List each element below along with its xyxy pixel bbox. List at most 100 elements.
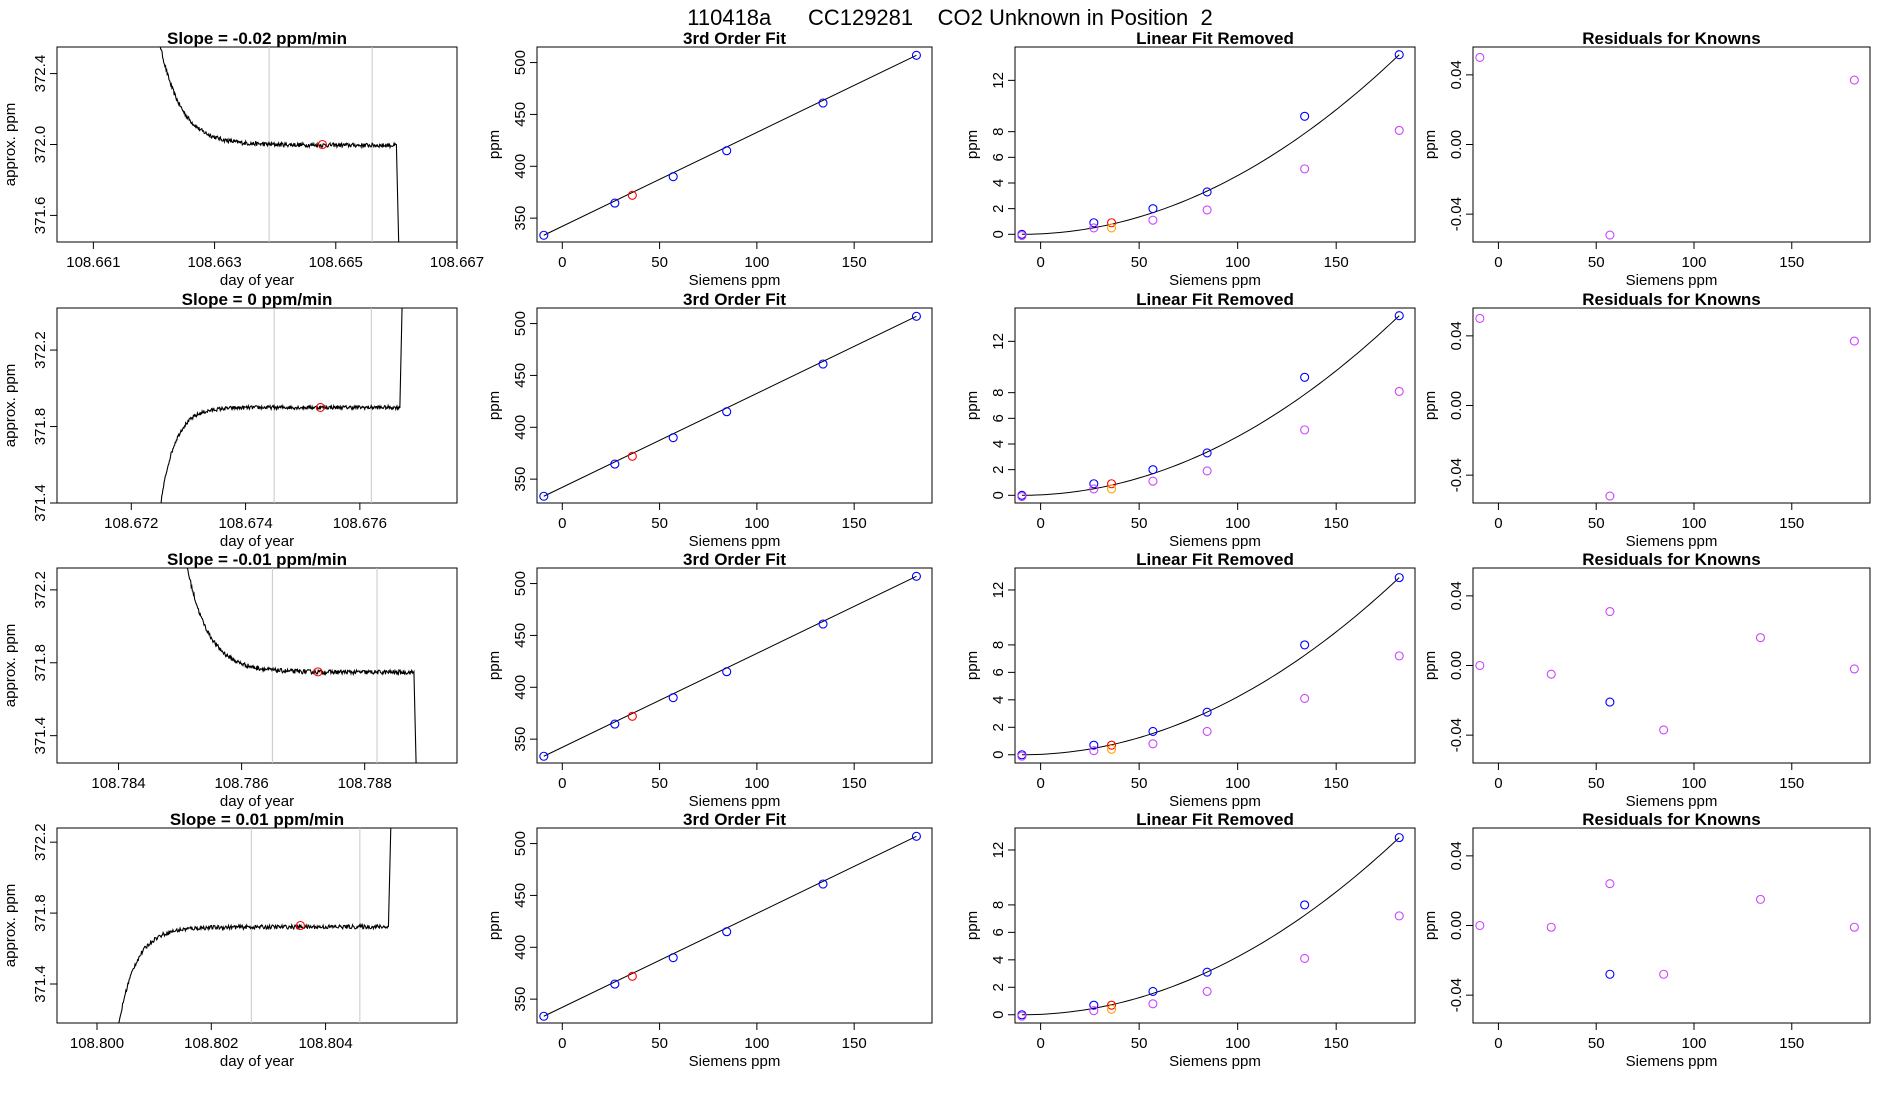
data-point [722, 407, 732, 417]
data-point [1394, 311, 1404, 321]
panel-title: Slope = 0 ppm/min [182, 290, 333, 309]
y-tick-label: 12 [990, 333, 1007, 350]
plot-frame [56, 567, 458, 764]
y-axis-title: approx. ppm [2, 884, 19, 967]
x-tick-label: 108.786 [214, 775, 268, 792]
panel-r1-c3: Linear Fit Removed 0 50 100 150 0 2 4 6 8 12 Siemen… [964, 29, 1416, 289]
data-point [1202, 707, 1212, 717]
y-tick-label: 8 [990, 388, 1007, 396]
y-tick-label: 350 [512, 206, 529, 231]
data-point [1849, 336, 1859, 346]
x-tick-label: 108.661 [66, 254, 120, 271]
y-tick-label: 350 [512, 727, 529, 752]
fit-line [543, 315, 917, 497]
plot-area [1017, 573, 1404, 761]
data-point [1202, 726, 1212, 736]
panel-r2-c1: Slope = 0 ppm/min 108.672 108.674 108.676 37… [2, 290, 458, 550]
x-tick-label: 150 [1779, 515, 1804, 532]
y-tick-label: 6 [990, 414, 1007, 422]
plot-frame [1014, 567, 1416, 764]
y-axis-title: approx. ppm [2, 364, 19, 447]
data-point [818, 879, 828, 889]
y-tick-label: 0 [990, 751, 1007, 759]
x-tick-label: 50 [1131, 515, 1148, 532]
unknown-sample-marker [295, 920, 305, 931]
x-tick-label: 0 [558, 775, 566, 792]
ppm-trace-line [186, 568, 417, 763]
data-point [722, 927, 732, 937]
panel-title: Linear Fit Removed [1136, 810, 1294, 829]
data-point [1300, 640, 1310, 650]
data-point [1475, 660, 1485, 671]
x-tick-label: 100 [1225, 515, 1250, 532]
data-point [610, 719, 620, 729]
panel-r4-c2: 3rd Order Fit 0 50 100 150 350 400 450 500 Siemen… [486, 810, 933, 1070]
y-tick-label: 371.8 [32, 644, 49, 682]
plot-frame [1472, 827, 1871, 1024]
panel-r2-c2: 3rd Order Fit 0 50 100 150 350 400 450 500 Siemen… [486, 290, 933, 550]
x-tick-label: 108.663 [187, 254, 241, 271]
y-tick-label: 12 [990, 582, 1007, 599]
y-tick-label: 6 [990, 928, 1007, 936]
data-point [1107, 479, 1117, 489]
fit-line [543, 575, 917, 757]
y-tick-label: 8 [990, 641, 1007, 649]
x-axis-title: Siemens ppm [1169, 793, 1261, 810]
data-point [722, 146, 732, 156]
x-axis-title: Siemens ppm [1626, 533, 1718, 550]
y-tick-label: 6 [990, 668, 1007, 676]
x-tick-label: 50 [651, 1035, 668, 1052]
data-point [1202, 986, 1212, 996]
plot-area [160, 308, 403, 503]
x-tick-label: 50 [651, 775, 668, 792]
plot-frame [536, 827, 933, 1024]
panel-title: Slope = -0.02 ppm/min [167, 29, 347, 48]
x-axis-title: Siemens ppm [1169, 272, 1261, 289]
data-point [1017, 492, 1027, 502]
y-tick-label: 450 [512, 883, 529, 908]
data-point [818, 98, 828, 108]
y-tick-label: 371.4 [32, 965, 49, 1003]
plot-frame [56, 827, 458, 1024]
x-axis-title: Siemens ppm [689, 533, 781, 550]
x-tick-label: 50 [1588, 254, 1605, 271]
y-tick-label: 2 [990, 204, 1007, 212]
x-axis-title: Siemens ppm [689, 793, 781, 810]
x-tick-label: 0 [1494, 1035, 1502, 1052]
panel-title: 3rd Order Fit [683, 550, 786, 569]
plot-area [539, 311, 921, 501]
data-point [1546, 922, 1556, 932]
y-tick-label: 350 [512, 987, 529, 1012]
data-point [1017, 231, 1027, 241]
y-tick-label: 4 [990, 696, 1007, 704]
y-tick-label: 4 [990, 956, 1007, 964]
x-tick-label: 108.788 [338, 775, 392, 792]
x-tick-label: 108.665 [309, 254, 363, 271]
y-tick-label: 371.4 [32, 484, 49, 522]
panel-grid: Slope = -0.02 ppm/min 108.661 108.663 108.6… [2, 29, 1871, 1070]
x-axis-title: Siemens ppm [1626, 793, 1718, 810]
data-point [1148, 215, 1158, 225]
x-tick-label: 150 [842, 254, 867, 271]
data-point [911, 311, 921, 321]
data-point [1605, 606, 1615, 617]
data-point [668, 953, 678, 963]
x-tick-label: 100 [1225, 254, 1250, 271]
y-axis-title: ppm [1422, 391, 1439, 420]
panel-r3-c1: Slope = -0.01 ppm/min 108.784 108.786 108.7… [2, 550, 458, 810]
y-tick-label: 372.0 [32, 126, 49, 164]
x-tick-label: 0 [1494, 254, 1502, 271]
data-point [1148, 986, 1158, 996]
y-tick-label: 2 [990, 465, 1007, 473]
data-point [539, 230, 549, 240]
data-point [1300, 900, 1310, 910]
x-axis-title: day of year [220, 1053, 294, 1070]
y-tick-label: 0.00 [1448, 130, 1465, 159]
y-tick-label: 450 [512, 363, 529, 388]
x-tick-label: 50 [1131, 254, 1148, 271]
fit-line [543, 54, 917, 236]
data-point [1148, 476, 1158, 486]
x-tick-label: 50 [651, 515, 668, 532]
data-point [911, 831, 921, 841]
data-point [1089, 223, 1099, 233]
